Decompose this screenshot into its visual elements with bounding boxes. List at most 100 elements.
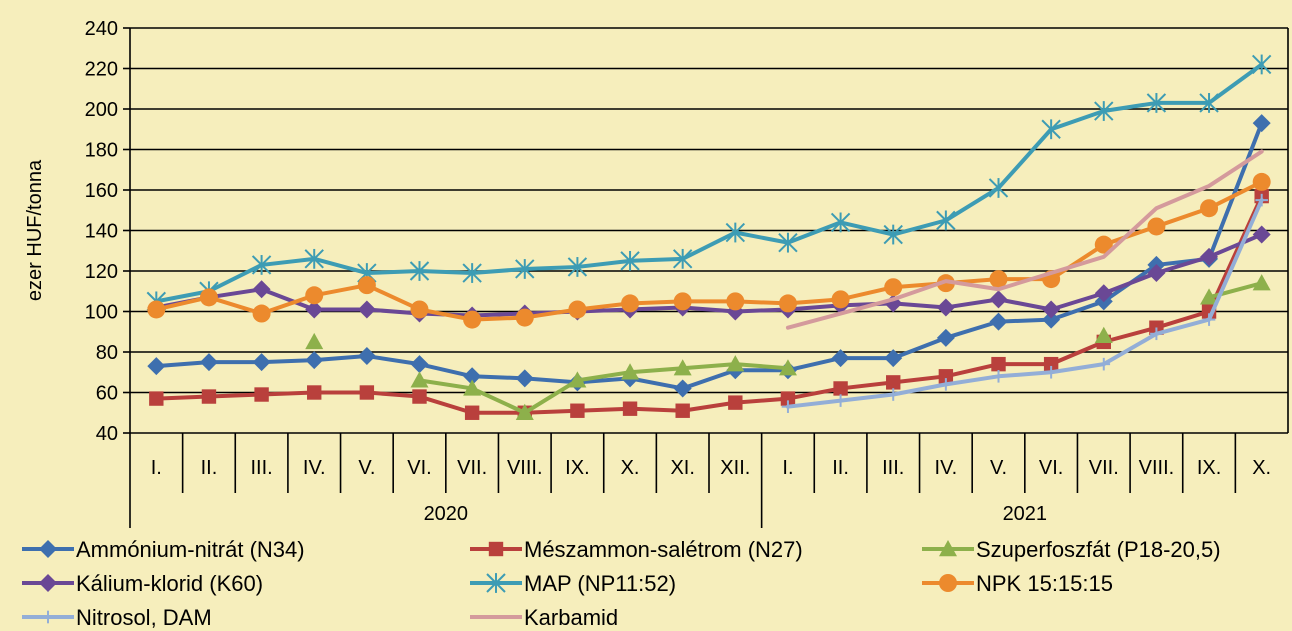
data-point-marker bbox=[884, 349, 903, 368]
data-point-marker bbox=[1252, 172, 1271, 191]
data-point-marker bbox=[833, 381, 848, 396]
series-map-np11-52 bbox=[146, 54, 1272, 312]
data-point-marker bbox=[936, 210, 956, 231]
data-point-marker bbox=[567, 257, 588, 277]
x-month-label: XII. bbox=[720, 457, 750, 479]
data-point-marker bbox=[357, 276, 376, 295]
y-tick-label: 100 bbox=[85, 302, 118, 324]
data-point-marker bbox=[201, 389, 217, 404]
series-line bbox=[154, 194, 1264, 415]
data-point-marker bbox=[1044, 365, 1058, 379]
data-point-marker bbox=[1251, 54, 1272, 75]
data-point-marker bbox=[462, 263, 482, 283]
data-point-marker bbox=[41, 610, 55, 624]
data-point-marker bbox=[1147, 264, 1166, 283]
data-point-marker bbox=[834, 394, 847, 407]
series-layer bbox=[146, 54, 1272, 420]
x-month-label: IV. bbox=[303, 457, 326, 479]
x-month-label: VI. bbox=[1039, 457, 1063, 479]
data-point-marker bbox=[1041, 119, 1061, 140]
data-point-marker bbox=[568, 300, 587, 319]
data-point-marker bbox=[488, 541, 504, 557]
data-point-marker bbox=[305, 286, 324, 305]
legend-item: Karbamid bbox=[470, 605, 618, 630]
data-point-marker bbox=[515, 403, 534, 420]
data-point-marker bbox=[1202, 313, 1216, 326]
data-point-marker bbox=[1097, 357, 1111, 371]
data-point-marker bbox=[147, 300, 166, 319]
legend-label: Kálium-klorid (K60) bbox=[76, 571, 263, 596]
series-line bbox=[154, 62, 1264, 304]
y-tick-label: 40 bbox=[96, 423, 118, 445]
data-point-marker bbox=[254, 387, 269, 402]
y-tick-label: 60 bbox=[96, 383, 118, 405]
data-point-marker bbox=[886, 388, 900, 401]
data-point-marker bbox=[570, 403, 585, 418]
x-month-label: VI. bbox=[407, 457, 431, 479]
data-point-marker bbox=[675, 403, 690, 418]
data-point-marker bbox=[991, 356, 1006, 372]
series-line bbox=[154, 179, 1264, 322]
data-point-marker bbox=[1199, 93, 1219, 113]
legend-label: Nitrosol, DAM bbox=[76, 605, 212, 630]
series-line bbox=[785, 198, 1264, 409]
data-point-marker bbox=[831, 349, 850, 368]
y-tick-label: 160 bbox=[85, 180, 118, 202]
axes: 40 60 80 100 120 140 160 180 200 220 240 ezer HUF/t… bbox=[24, 18, 1289, 528]
data-point-marker bbox=[886, 375, 901, 390]
data-point-marker bbox=[463, 310, 482, 329]
legend-item: NPK 15:15:15 bbox=[922, 571, 1113, 596]
x-month-label: XI. bbox=[670, 457, 694, 479]
data-point-marker bbox=[831, 290, 850, 309]
data-point-marker bbox=[199, 288, 218, 307]
x-month-label: IX. bbox=[565, 457, 589, 479]
data-point-marker bbox=[410, 300, 429, 319]
x-month-label: I. bbox=[782, 457, 793, 479]
y-tick-label: 120 bbox=[85, 261, 118, 283]
legend-label: Karbamid bbox=[524, 605, 618, 630]
data-point-marker bbox=[1094, 284, 1113, 303]
data-point-marker bbox=[726, 355, 745, 372]
data-point-marker bbox=[778, 359, 797, 376]
y-tick-label: 200 bbox=[85, 99, 118, 121]
legend-item: Nitrosol, DAM bbox=[22, 605, 212, 630]
x-month-label: I. bbox=[151, 457, 162, 479]
legend-label: Ammónium-nitrát (N34) bbox=[76, 537, 305, 562]
x-month-label: VII. bbox=[1089, 457, 1119, 479]
data-point-marker bbox=[304, 248, 324, 269]
data-point-marker bbox=[252, 353, 271, 372]
data-point-marker bbox=[830, 212, 851, 233]
data-point-marker bbox=[515, 308, 534, 327]
legend-label: Mészammon-salétrom (N27) bbox=[524, 537, 803, 562]
legend-item: Mészammon-salétrom (N27) bbox=[470, 537, 803, 562]
data-point-marker bbox=[1200, 247, 1219, 266]
data-point-marker bbox=[251, 255, 272, 275]
x-month-label: II. bbox=[201, 457, 218, 479]
legend: Ammónium-nitrát (N34) Mészammon-salétrom … bbox=[22, 537, 1221, 630]
data-point-marker bbox=[621, 363, 640, 380]
data-point-marker bbox=[39, 574, 57, 592]
data-point-marker bbox=[673, 292, 692, 311]
data-point-marker bbox=[1200, 199, 1219, 218]
data-point-marker bbox=[199, 353, 218, 372]
y-tick-label: 240 bbox=[85, 18, 118, 40]
data-point-marker bbox=[989, 290, 1008, 309]
data-point-marker bbox=[1043, 356, 1059, 372]
data-point-marker bbox=[673, 379, 692, 398]
data-point-marker bbox=[463, 367, 482, 386]
series-karbamid bbox=[785, 149, 1264, 330]
data-point-marker bbox=[1146, 93, 1167, 113]
legend-label: NPK 15:15:15 bbox=[976, 571, 1113, 596]
x-month-label: X. bbox=[1252, 457, 1271, 479]
data-point-marker bbox=[1252, 225, 1271, 244]
legend-item: Kálium-klorid (K60) bbox=[22, 571, 263, 596]
y-axis-title: ezer HUF/tonna bbox=[24, 159, 46, 301]
x-month-label: V. bbox=[990, 457, 1007, 479]
data-point-marker bbox=[357, 347, 376, 366]
data-point-marker bbox=[778, 294, 797, 313]
x-year-label: 2020 bbox=[424, 503, 469, 525]
x-month-label: VII. bbox=[457, 457, 487, 479]
y-tick-label: 220 bbox=[85, 59, 118, 81]
data-point-marker bbox=[939, 574, 957, 592]
data-point-marker bbox=[936, 298, 955, 317]
